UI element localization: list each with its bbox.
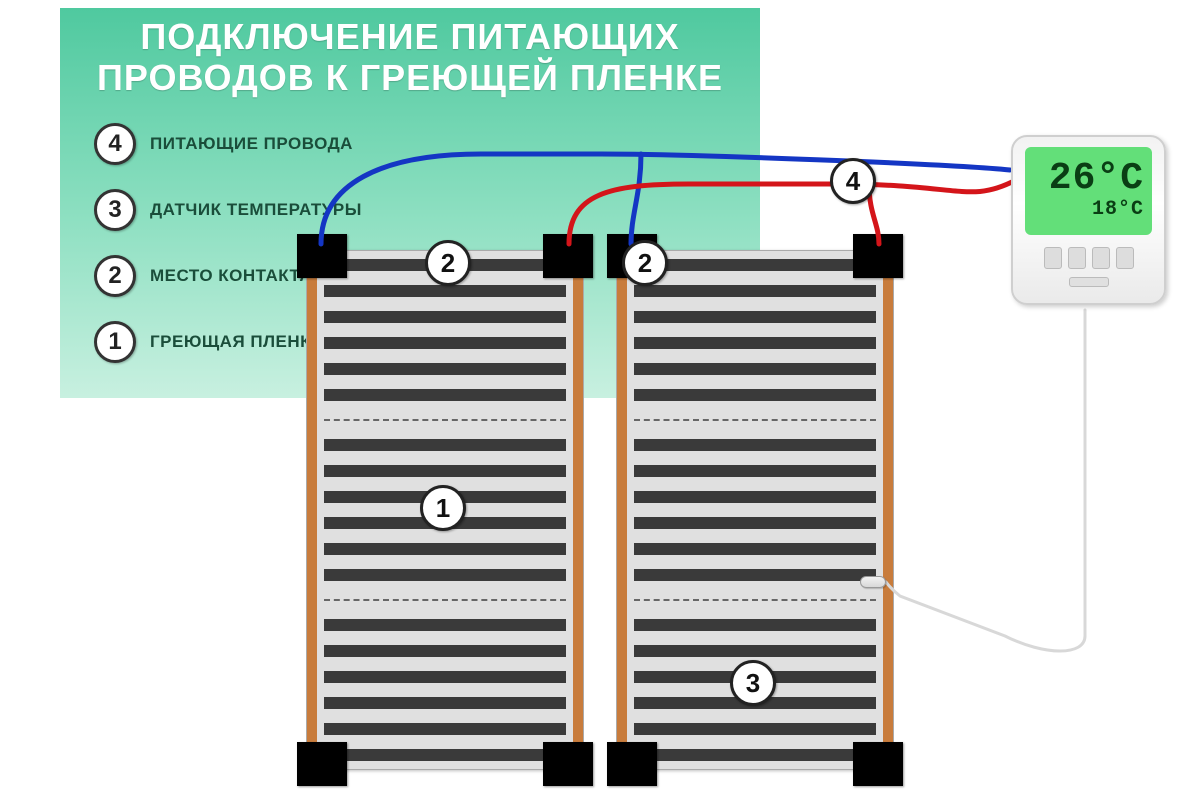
callout-4: 4 [830, 158, 876, 204]
legend-label-4: ПИТАЮЩИЕ ПРОВОДА [150, 134, 353, 154]
legend-badge-1: 1 [94, 321, 136, 363]
legend-row-3: 3 ДАТЧИК ТЕМПЕРАТУРЫ [94, 189, 740, 231]
thermostat-button[interactable] [1068, 247, 1086, 269]
callout-3: 3 [730, 660, 776, 706]
legend-badge-3: 3 [94, 189, 136, 231]
thermostat-temp-main: 26°C [1049, 160, 1144, 198]
legend-label-3: ДАТЧИК ТЕМПЕРАТУРЫ [150, 200, 362, 220]
thermostat-temp-set: 18°C [1092, 198, 1144, 222]
legend-label-2: МЕСТО КОНТАКТА [150, 266, 312, 286]
legend-badge-4: 4 [94, 123, 136, 165]
contact-pad [853, 234, 903, 278]
callout-2: 2 [425, 240, 471, 286]
diagram-title: ПОДКЛЮЧЕНИЕ ПИТАЮЩИХ ПРОВОДОВ К ГРЕЮЩЕЙ … [80, 16, 740, 99]
temperature-sensor-icon [860, 576, 886, 588]
title-line-2: ПРОВОДОВ К ГРЕЮЩЕЙ ПЛЕНКЕ [97, 57, 723, 98]
title-line-1: ПОДКЛЮЧЕНИЕ ПИТАЮЩИХ [140, 16, 679, 57]
contact-pad [853, 742, 903, 786]
thermostat-button[interactable] [1044, 247, 1062, 269]
callout-1: 1 [420, 485, 466, 531]
contact-pad [607, 742, 657, 786]
contact-pad [297, 742, 347, 786]
legend-badge-2: 2 [94, 255, 136, 297]
contact-pad [543, 234, 593, 278]
thermostat-button[interactable] [1092, 247, 1110, 269]
legend-label-1: ГРЕЮЩАЯ ПЛЕНКА [150, 332, 324, 352]
contact-pad [297, 234, 347, 278]
callout-2: 2 [622, 240, 668, 286]
thermostat-lcd: 26°C 18°C [1025, 147, 1152, 235]
thermostat: 26°C 18°C [1011, 135, 1166, 305]
thermostat-led [1069, 277, 1109, 287]
contact-pad [543, 742, 593, 786]
thermostat-button[interactable] [1116, 247, 1134, 269]
thermostat-buttons [1044, 247, 1134, 269]
legend-row-4: 4 ПИТАЮЩИЕ ПРОВОДА [94, 123, 740, 165]
